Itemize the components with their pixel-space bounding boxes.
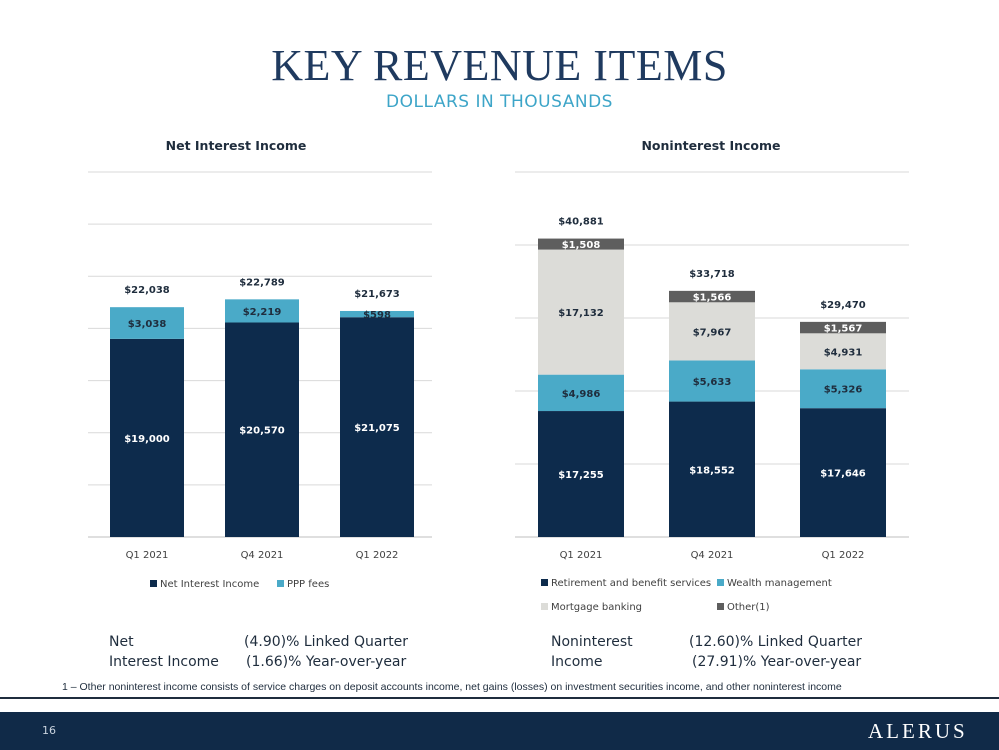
bar-segment — [800, 321, 886, 334]
footer-divider — [0, 697, 999, 699]
category-tick-label: Q4 2021 — [241, 550, 284, 561]
footnote: 1 – Other noninterest income consists of… — [62, 681, 842, 693]
data-label: $4,986 — [562, 389, 601, 400]
data-label: $7,967 — [693, 327, 732, 338]
alerus-logo: ALERUS — [868, 719, 968, 743]
bar-segment — [225, 299, 299, 323]
data-label: $17,132 — [558, 308, 604, 319]
bar-segment — [800, 369, 886, 409]
net-interest-summary: Net Interest Income (4.90)% Linked Quart… — [109, 632, 449, 674]
bar-segment — [110, 307, 184, 339]
bar-segment — [538, 411, 624, 537]
net-summary-label-1: Net — [109, 634, 134, 650]
legend-label: Retirement and benefit services — [551, 578, 711, 589]
category-tick-label: Q1 2022 — [822, 550, 865, 561]
bar-segment — [669, 401, 755, 537]
noninterest-summary: Noninterest Income (12.60)% Linked Quart… — [551, 632, 891, 674]
data-label: $1,508 — [562, 240, 601, 251]
bar-segment — [225, 322, 299, 537]
bar-segment — [538, 249, 624, 375]
legend-swatch — [150, 580, 157, 587]
total-label: $22,038 — [124, 285, 170, 296]
page-number: 16 — [42, 724, 56, 737]
category-tick-label: Q1 2021 — [560, 550, 603, 561]
noninterest-income-chart: Noninterest Income $17,255 $4,986 $17,132 $1… — [515, 138, 909, 613]
bar-segment — [800, 333, 886, 370]
data-label: $20,570 — [239, 426, 285, 437]
data-label: $1,567 — [824, 324, 863, 335]
legend-label: Other(1) — [727, 602, 770, 613]
data-label: $598 — [363, 310, 391, 321]
category-tick-label: Q1 2022 — [356, 550, 399, 561]
total-label: $33,718 — [689, 269, 735, 280]
chart-title: Net Interest Income — [166, 138, 307, 153]
legend-swatch — [717, 603, 724, 610]
total-label: $40,881 — [558, 217, 604, 228]
bar-segment — [669, 290, 755, 303]
data-label: $21,075 — [354, 423, 400, 434]
data-label: $5,326 — [824, 385, 863, 396]
legend-label: Net Interest Income — [160, 579, 259, 590]
net-year-over-year-value: (1.66)% Year-over-year — [246, 654, 407, 670]
total-label: $29,470 — [820, 300, 866, 311]
nonint-year-over-year-value: (27.91)% Year-over-year — [692, 654, 862, 670]
bar-segment — [538, 238, 624, 250]
total-label: $21,673 — [354, 289, 400, 300]
nonint-summary-label-1: Noninterest — [551, 634, 633, 650]
data-label: $2,219 — [243, 307, 282, 318]
legend-swatch — [541, 579, 548, 586]
nonint-summary-label-2: Income — [551, 654, 603, 670]
legend-label: Mortgage banking — [551, 602, 642, 613]
net-summary-label-2: Interest Income — [109, 654, 219, 670]
bar-segment — [669, 302, 755, 361]
data-label: $5,633 — [693, 377, 732, 388]
footer-bar — [0, 712, 999, 750]
total-label: $22,789 — [239, 277, 285, 288]
chart-title: Noninterest Income — [641, 138, 780, 153]
category-tick-label: Q4 2021 — [691, 550, 734, 561]
bar-segment — [800, 408, 886, 537]
bar-segment — [669, 360, 755, 402]
bar-segment — [538, 374, 624, 412]
legend-label: Wealth management — [727, 578, 832, 589]
legend-label: PPP fees — [287, 579, 329, 590]
bar-segment — [340, 317, 414, 537]
data-label: $17,646 — [820, 469, 866, 480]
data-label: $4,931 — [824, 347, 863, 358]
net-linked-quarter-value: (4.90)% Linked Quarter — [244, 634, 409, 650]
data-label: $1,566 — [693, 293, 732, 304]
category-tick-label: Q1 2021 — [126, 550, 169, 561]
bar-segment — [340, 310, 414, 318]
bar-segment — [110, 338, 184, 537]
nonint-linked-quarter-value: (12.60)% Linked Quarter — [689, 634, 862, 650]
legend-swatch — [541, 603, 548, 610]
net-interest-income-chart: Net Interest Income $19,000 $3,038 $22,038 Q… — [88, 138, 432, 590]
data-label: $19,000 — [124, 434, 170, 445]
data-label: $18,552 — [689, 465, 735, 476]
data-label: $3,038 — [128, 319, 167, 330]
legend-swatch — [717, 579, 724, 586]
legend-swatch — [277, 580, 284, 587]
page-subtitle: DOLLARS IN THOUSANDS — [386, 92, 613, 112]
data-label: $17,255 — [558, 470, 604, 481]
page-title: KEY REVENUE ITEMS — [271, 41, 728, 90]
